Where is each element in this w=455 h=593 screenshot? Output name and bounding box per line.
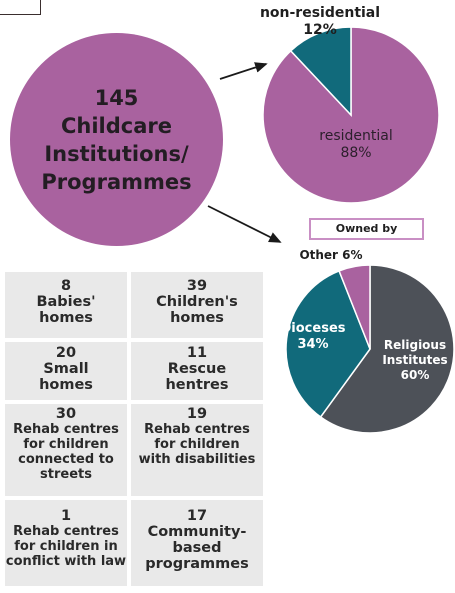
dioceses-label: Dioceses 34% (278, 321, 348, 353)
non-residential-slice (289, 26, 352, 117)
total-line-2: Institutions/ (44, 141, 189, 166)
other-name: Other (299, 248, 338, 262)
owned-by-title: Owned by (309, 218, 424, 240)
arrow-to-residence-pie (219, 62, 268, 80)
category-cell: 30 Rehab centres for children connected … (5, 404, 127, 496)
non-residential-label: non-residential 12% (250, 5, 390, 39)
other-label: Other 6% (296, 248, 366, 262)
category-name: Rehab centres for children in conflict w… (5, 524, 127, 569)
total-line-1: Childcare (60, 113, 172, 138)
category-count: 11 (186, 345, 208, 361)
residential-name: residential (319, 128, 393, 144)
category-cell: 1 Rehab centres for children in conflict… (5, 500, 127, 586)
other-pct: 6% (342, 248, 363, 262)
category-count: 39 (186, 278, 208, 294)
category-name: Rehab centres for children with disabili… (138, 422, 256, 467)
religious-institutes-slice (319, 264, 455, 434)
total-circle: 145 Childcare Institutions/ Programmes (10, 33, 223, 246)
residential-pct: 88% (340, 145, 372, 161)
category-cell: 19 Rehab centres for children with disab… (131, 404, 263, 496)
dioceses-pct: 34% (297, 337, 329, 352)
category-name: Small homes (39, 361, 93, 393)
category-count: 19 (186, 406, 208, 422)
category-name: Community- based programmes (145, 524, 249, 572)
category-cell: 11 Rescue hentres (131, 342, 263, 400)
category-count: 20 (55, 345, 77, 361)
category-name: Rehab centres for children connected to … (13, 422, 119, 482)
category-count: 30 (55, 406, 77, 422)
category-count: 8 (60, 278, 72, 294)
total-count: 145 (94, 85, 139, 110)
category-cell: 39 Children's homes (131, 272, 263, 338)
category-name: Children's homes (156, 294, 238, 326)
category-cell: 17 Community- based programmes (131, 500, 263, 586)
category-count: 1 (60, 508, 72, 524)
arrow-to-ownership-pie (207, 205, 282, 243)
other-slice (338, 264, 371, 350)
category-cell: 20 Small homes (5, 342, 127, 400)
ownership-pie (285, 264, 455, 434)
category-name: Babies' homes (36, 294, 96, 326)
religious-name: Religious Institutes (382, 338, 448, 367)
religious-label: Religious Institutes 60% (375, 338, 455, 383)
dioceses-name: Dioceses (280, 321, 346, 336)
total-line-3: Programmes (41, 169, 192, 194)
non-residential-name: non-residential (259, 5, 381, 21)
category-cell: 8 Babies' homes (5, 272, 127, 338)
religious-pct: 60% (400, 368, 430, 382)
corner-frame (0, 0, 41, 15)
residence-pie (262, 26, 440, 204)
dioceses-slice (285, 269, 371, 419)
non-residential-pct: 12% (303, 22, 337, 38)
residential-label: residential 88% (296, 128, 416, 162)
category-count: 17 (186, 508, 208, 524)
category-name: Rescue hentres (165, 361, 229, 393)
